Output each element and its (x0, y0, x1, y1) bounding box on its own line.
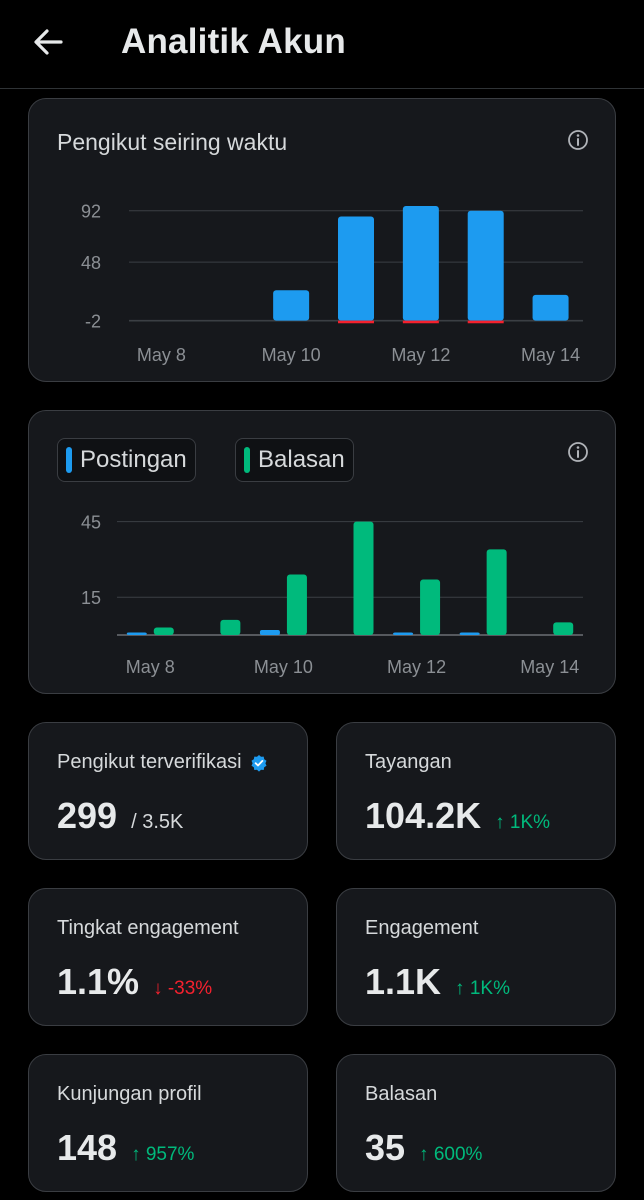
x-tick-label: May 12 (391, 345, 450, 365)
stat-change: ↑ 1K% (495, 812, 551, 833)
stat-card-engagement-rate[interactable]: Tingkat engagement 1.1% ↓ -33% (28, 888, 308, 1026)
y-tick-label: 45 (81, 513, 101, 533)
stat-card-replies[interactable]: Balasan 35 ↑ 600% (336, 1054, 616, 1192)
bar-postingan (459, 632, 480, 635)
stat-value: 1.1% (57, 961, 140, 1002)
x-tick-label: May 10 (262, 345, 321, 365)
y-tick-label: 92 (81, 202, 101, 222)
bar-postingan (126, 632, 147, 635)
page-title: Analitik Akun (121, 22, 346, 61)
followers-chart-card: Pengikut seiring waktu 92 48 -2 May 8 May 10… (28, 98, 616, 382)
y-tick-label: 15 (81, 588, 101, 608)
posts-chart-card: Postingan Balasan 45 15 May 8 May 10 May 12 M… (28, 410, 616, 694)
stat-row: 104.2K ↑ 1K% (365, 795, 550, 837)
bar-balasan (553, 622, 574, 635)
stat-value: 35 (365, 1127, 406, 1168)
bar-balasan (420, 579, 441, 635)
stat-card-verified-followers[interactable]: Pengikut terverifikasi 299 / 3.5K (28, 722, 308, 860)
followers-chart-title: Pengikut seiring waktu (57, 129, 288, 155)
stat-value: 104.2K (365, 795, 482, 836)
app-header: Analitik Akun (0, 0, 644, 89)
x-tick-label: May 10 (254, 657, 313, 677)
stat-label: Balasan (365, 1083, 438, 1105)
stat-card-impressions[interactable]: Tayangan 104.2K ↑ 1K% (336, 722, 616, 860)
x-tick-label: May 12 (387, 657, 446, 677)
x-tick-label: May 8 (126, 657, 175, 677)
arrow-left-icon (34, 29, 63, 55)
x-tick-label: May 8 (137, 345, 186, 365)
bar-balasan (486, 549, 507, 635)
stat-change: ↓ -33% (153, 978, 213, 999)
bar-followers (402, 206, 439, 321)
stat-row: 1.1K ↑ 1K% (365, 961, 510, 1003)
stat-label: Kunjungan profil (57, 1083, 202, 1105)
x-tick-label: May 14 (521, 345, 580, 365)
bar-unfollows (338, 320, 374, 324)
bar-unfollows (467, 320, 504, 324)
back-button[interactable] (28, 22, 68, 62)
stat-label: Tayangan (365, 751, 452, 773)
bar-balasan (286, 574, 307, 635)
legend-postingan[interactable]: Postingan (57, 438, 196, 482)
bar-unfollows (402, 320, 439, 324)
stat-row: 148 ↑ 957% (57, 1127, 194, 1169)
stat-total: / 3.5K (131, 811, 184, 833)
stat-card-profile-visits[interactable]: Kunjungan profil 148 ↑ 957% (28, 1054, 308, 1192)
verified-badge-icon (251, 754, 267, 772)
stat-change: ↑ 957% (131, 1144, 195, 1165)
stat-label: Tingkat engagement (57, 917, 239, 939)
posts-bar-chart: 45 15 May 8 May 10 May 12 May 14 (81, 513, 583, 677)
stat-value: 299 (57, 795, 118, 836)
stat-label-text: Pengikut terverifikasi (57, 751, 242, 773)
stat-value: 148 (57, 1127, 118, 1168)
bar-postingan (259, 629, 280, 635)
bar-followers (338, 216, 374, 321)
stat-value: 1.1K (365, 961, 442, 1002)
stat-card-engagement[interactable]: Engagement 1.1K ↑ 1K% (336, 888, 616, 1026)
bar-balasan (153, 627, 174, 635)
bar-followers (532, 294, 569, 321)
legend-swatch-green (244, 447, 250, 473)
stat-row: 1.1% ↓ -33% (57, 961, 212, 1003)
info-icon[interactable] (567, 129, 589, 151)
legend-label-balasan: Balasan (258, 446, 345, 473)
stat-label: Pengikut terverifikasi (57, 751, 268, 774)
legend-balasan[interactable]: Balasan (235, 438, 354, 482)
followers-bar-chart: 92 48 -2 May 8 May 10 May 12 May 14 (81, 202, 583, 365)
y-tick-label: -2 (85, 312, 101, 332)
stat-row: 35 ↑ 600% (365, 1127, 482, 1169)
stat-change: ↑ 600% (419, 1144, 483, 1165)
bar-followers (467, 210, 504, 321)
bar-balasan (220, 619, 241, 635)
y-tick-label: 48 (81, 253, 101, 273)
stat-label: Engagement (365, 917, 479, 939)
x-tick-label: May 14 (520, 657, 579, 677)
bar-followers (273, 290, 310, 321)
stat-row: 299 / 3.5K (57, 795, 183, 837)
stat-change: ↑ 1K% (455, 978, 510, 999)
info-icon[interactable] (567, 441, 589, 463)
bar-balasan (353, 521, 374, 635)
bar-postingan (393, 632, 414, 635)
legend-label-postingan: Postingan (80, 446, 187, 473)
legend-swatch-blue (66, 447, 72, 473)
